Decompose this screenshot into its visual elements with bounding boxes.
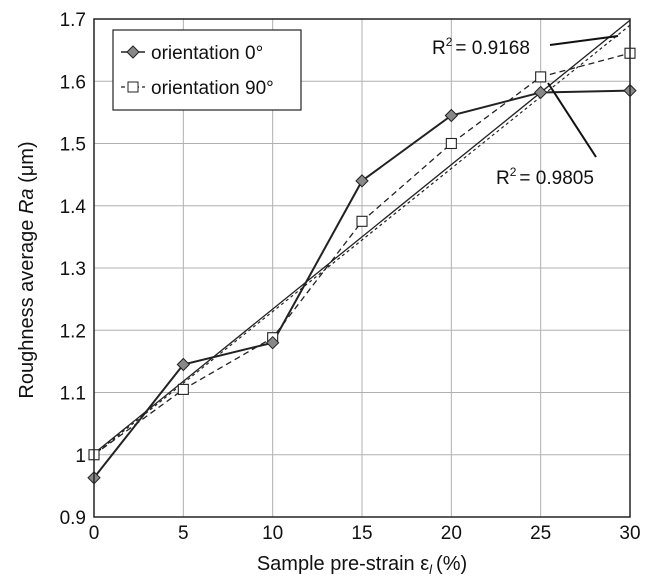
x-tick-label: 5 <box>178 523 189 544</box>
data-point-diamond <box>355 174 369 188</box>
y-tick-label: 1.2 <box>60 321 86 342</box>
data-point-square <box>445 137 457 150</box>
legend-label-0: orientation 0° <box>151 43 263 64</box>
x-tick-label: 15 <box>351 523 372 544</box>
x-axis-title: Sample pre-strain εl (%) <box>257 553 467 577</box>
y-tick-label: 1.3 <box>60 259 86 280</box>
x-tick-label: 25 <box>530 523 551 544</box>
annotation-r2-1: R2 = 0.9805 <box>496 165 594 189</box>
y-tick-label: 1.1 <box>60 384 86 405</box>
grid <box>93 18 631 518</box>
plot-area-frame <box>93 18 631 518</box>
x-tick-label: 30 <box>619 523 640 544</box>
tick-labels: 0 5 10 15 20 25 30 0.9 1 1.1 1.2 1.3 1.4 1.5 1.6 1.7 <box>60 10 641 544</box>
y-axis-title: Roughness average Ra (μm) <box>16 141 38 398</box>
data-point-diamond <box>533 85 548 100</box>
y-tick-label: 1.4 <box>60 197 87 218</box>
x-tick-label: 20 <box>441 523 462 544</box>
data-point-square <box>356 215 368 227</box>
data-point-diamond <box>444 108 459 123</box>
y-tick-label: 1 <box>75 446 86 467</box>
data-point-diamond <box>265 335 280 350</box>
y-tick-label: 1.5 <box>60 135 86 156</box>
x-tick-label: 10 <box>262 523 283 544</box>
legend-diamond-marker <box>126 45 140 59</box>
y-tick-label: 0.9 <box>60 508 86 529</box>
annotation-r2-0: R2 = 0.9168 <box>432 35 530 59</box>
annotations: R2 = 0.9168 R2 = 0.9805 <box>432 35 619 189</box>
annotation-leader-0 <box>549 35 619 46</box>
legend: orientation 0° orientation 90° <box>112 29 302 111</box>
data-point-diamond <box>176 357 191 372</box>
data-point-square <box>535 71 547 83</box>
legend-square-marker <box>127 81 139 93</box>
data-point-square <box>177 383 189 395</box>
y-tick-label: 1.7 <box>60 10 86 31</box>
legend-label-1: orientation 90° <box>151 78 274 99</box>
x-tick-label: 0 <box>89 523 100 544</box>
annotation-leader-1 <box>547 82 597 158</box>
legend-box <box>112 29 302 111</box>
y-tick-label: 1.6 <box>60 72 86 93</box>
